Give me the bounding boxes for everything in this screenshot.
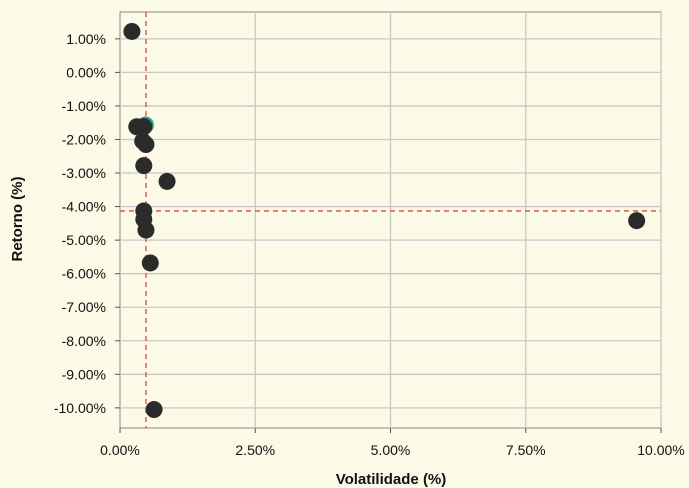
y-tick-label: -10.00% <box>54 400 106 416</box>
data-point <box>137 221 155 239</box>
y-tick-label: -5.00% <box>62 232 106 248</box>
data-point <box>145 401 163 419</box>
data-point <box>158 172 176 190</box>
data-point <box>628 212 646 230</box>
data-point <box>141 254 159 272</box>
y-tick-label: -2.00% <box>62 131 106 147</box>
x-tick-label: 7.50% <box>506 442 546 458</box>
data-point <box>135 118 153 136</box>
y-tick-label: -1.00% <box>62 98 106 114</box>
data-point <box>123 22 141 40</box>
grid-lines <box>120 12 662 428</box>
x-tick-label: 0.00% <box>100 442 140 458</box>
y-tick-label: -3.00% <box>62 165 106 181</box>
x-tick-label: 2.50% <box>235 442 275 458</box>
y-tick-label: -8.00% <box>62 333 106 349</box>
x-axis-ticks: 0.00% 2.50% 5.00% 7.50% 10.00% <box>100 428 685 458</box>
y-axis-title: Retorno (%) <box>9 177 26 262</box>
data-points <box>123 22 646 419</box>
y-tick-label: 0.00% <box>66 64 106 80</box>
y-tick-label: -4.00% <box>62 199 106 215</box>
y-tick-label: 1.00% <box>66 31 106 47</box>
y-axis-ticks: 1.00% 0.00% -1.00% -2.00% -3.00% -4.00% -5.00%… <box>54 31 120 416</box>
y-tick-label: -7.00% <box>62 299 106 315</box>
data-point <box>137 136 155 154</box>
data-point <box>135 157 153 175</box>
x-tick-label: 10.00% <box>637 442 684 458</box>
y-tick-label: -9.00% <box>62 366 106 382</box>
x-tick-label: 5.00% <box>371 442 411 458</box>
x-axis-title: Volatilidade (%) <box>336 471 447 488</box>
y-tick-label: -6.00% <box>62 266 106 282</box>
